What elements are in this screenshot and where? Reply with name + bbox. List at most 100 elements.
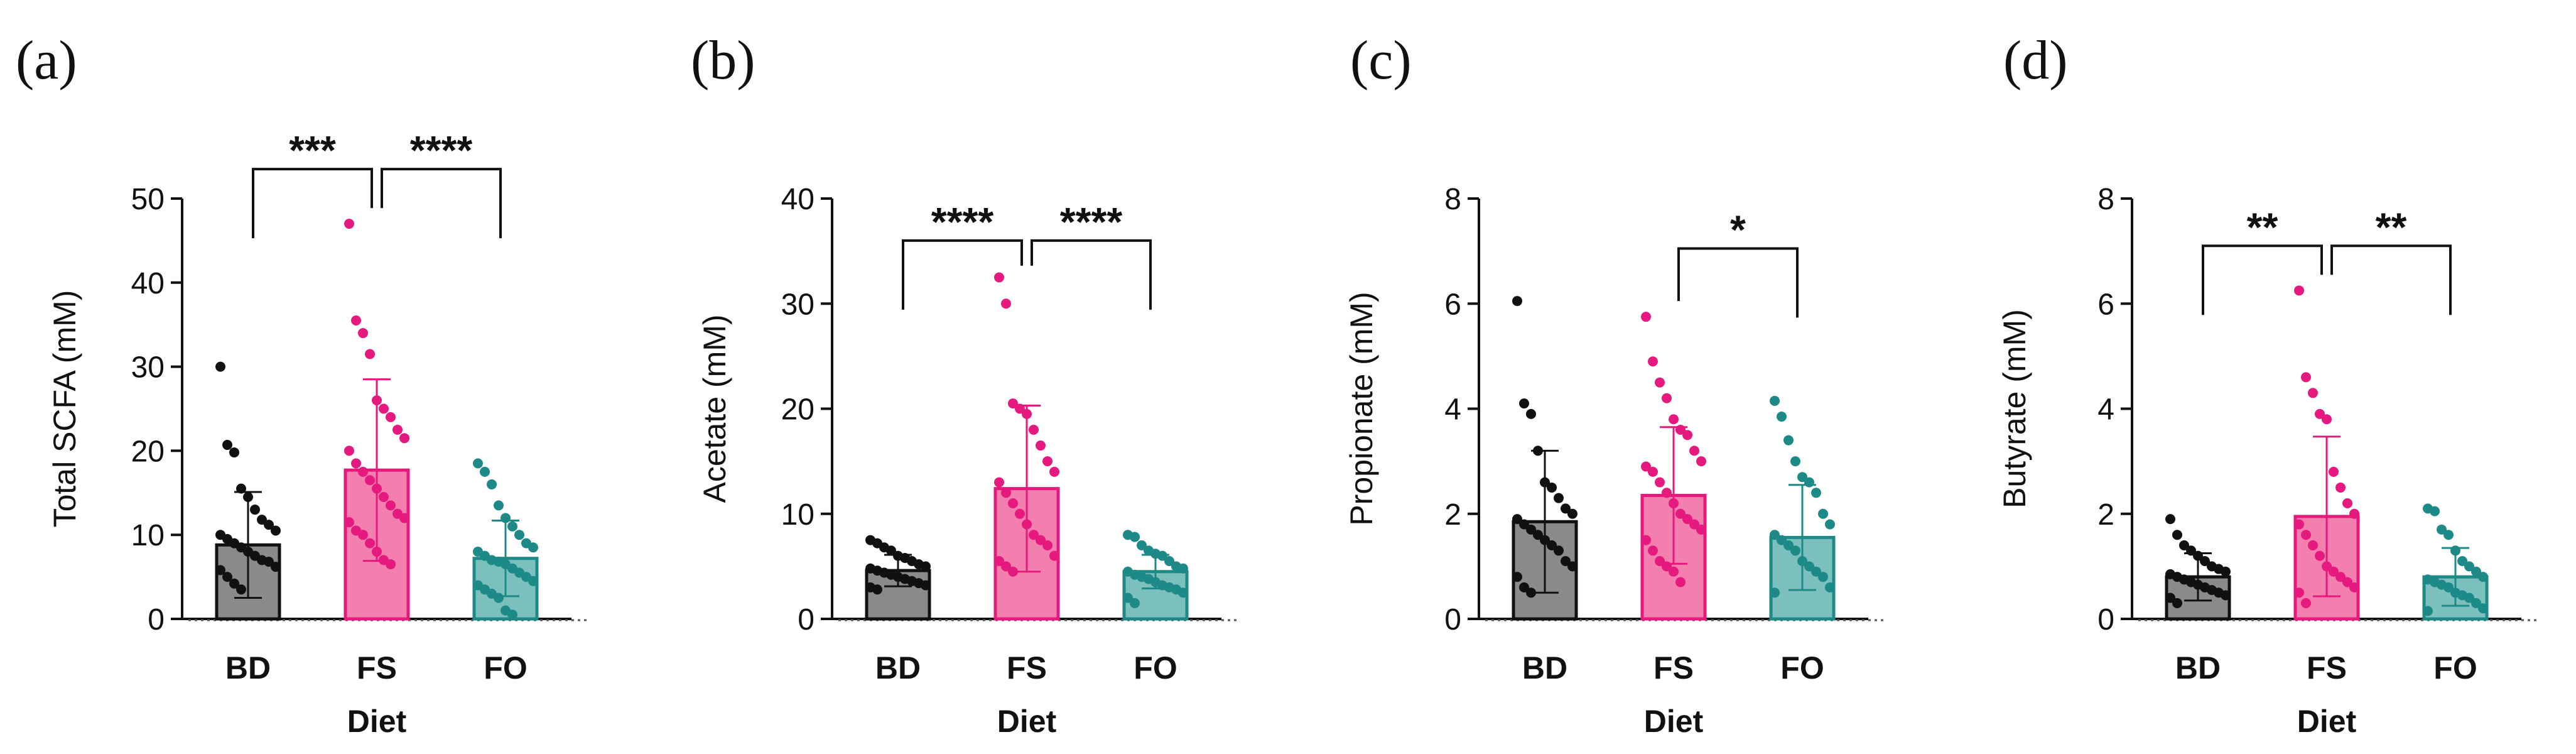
data-point-bd xyxy=(1561,503,1571,514)
x-tick-label: FS xyxy=(2307,650,2347,686)
data-point-fs xyxy=(2329,466,2339,477)
data-point-bd xyxy=(257,515,267,525)
data-point-fs xyxy=(2301,530,2311,540)
data-point-bd xyxy=(921,580,931,591)
x-tick-label: FS xyxy=(1653,650,1694,686)
data-point-fs xyxy=(2301,598,2311,608)
y-tick-label: 40 xyxy=(781,183,814,216)
data-point-fo xyxy=(1777,535,1787,545)
data-point-fs xyxy=(1029,530,1039,540)
data-point-fs xyxy=(372,546,382,557)
data-point-fs xyxy=(399,433,409,444)
data-point-bd xyxy=(1512,572,1522,582)
chart-panel-a: (a) 0 10 20 30 40 50 Total SCFA (mM) BD FS FO Diet *… xyxy=(16,30,587,739)
data-point-fo xyxy=(480,466,490,477)
data-point-bd xyxy=(1567,561,1578,572)
data-point-bd xyxy=(1519,582,1529,593)
data-point-fs xyxy=(1049,466,1059,477)
data-point-fs xyxy=(2329,566,2339,577)
data-point-bd xyxy=(1561,556,1571,567)
data-point-fs xyxy=(379,491,389,502)
x-axis-title: Diet xyxy=(997,704,1057,739)
data-point-fs xyxy=(2294,519,2304,530)
panel-label: (b) xyxy=(691,30,755,91)
data-point-fs xyxy=(344,445,354,456)
data-point-bd xyxy=(2221,566,2231,577)
data-point-fo xyxy=(1178,587,1188,598)
data-point-fs xyxy=(1042,456,1053,467)
data-point-fo xyxy=(514,530,524,540)
data-point-fo xyxy=(1825,582,1835,593)
y-tick-label: 20 xyxy=(131,435,165,468)
data-point-fs xyxy=(1689,519,1699,530)
data-point-fs xyxy=(1675,577,1686,587)
data-point-bd xyxy=(2172,598,2182,608)
data-point-bd xyxy=(264,520,274,530)
y-tick-label: 30 xyxy=(781,288,814,321)
data-point-fs xyxy=(1662,561,1672,572)
data-point-fs xyxy=(1015,403,1025,414)
data-point-fs xyxy=(365,349,375,359)
y-tick-label: 10 xyxy=(131,519,165,552)
data-point-fo xyxy=(1790,545,1800,556)
data-point-fs xyxy=(2308,540,2318,550)
data-point-fs xyxy=(1008,398,1018,409)
data-point-fs xyxy=(2335,572,2346,582)
data-point-fo xyxy=(1783,540,1794,550)
y-tick-label: 2 xyxy=(1444,498,1461,532)
data-point-fs xyxy=(1036,535,1046,545)
data-point-fs xyxy=(1042,540,1053,550)
data-point-bd xyxy=(921,561,931,572)
y-tick-label: 8 xyxy=(2097,183,2114,216)
y-tick-label: 6 xyxy=(2097,288,2114,321)
data-point-bd xyxy=(1526,587,1536,598)
significance-label: **** xyxy=(931,199,994,244)
significance-bracket xyxy=(252,168,373,239)
data-point-fo xyxy=(2478,572,2488,582)
panel-label: (c) xyxy=(1350,30,1412,91)
data-point-fo xyxy=(1804,561,1814,572)
data-point-bd xyxy=(886,545,896,556)
data-point-fs xyxy=(1675,508,1686,519)
y-axis-title: Total SCFA (mM) xyxy=(47,290,82,528)
data-point-bd xyxy=(264,557,274,567)
significance-label: **** xyxy=(1060,199,1123,244)
data-point-fs xyxy=(2308,388,2318,398)
data-point-fs xyxy=(2294,587,2304,598)
data-point-fs xyxy=(1669,498,1679,509)
data-point-fs xyxy=(1001,298,1011,309)
data-point-fo xyxy=(2443,582,2454,593)
data-point-fo xyxy=(1777,412,1787,422)
data-point-fo xyxy=(1818,572,1828,582)
data-point-fs xyxy=(1655,556,1665,567)
x-axis-title: Diet xyxy=(347,704,407,739)
data-point-fs xyxy=(1008,566,1018,577)
data-point-fo xyxy=(2457,556,2467,567)
data-point-fo xyxy=(1825,519,1835,530)
chart-panel-b: (b) 0 10 20 30 40 Acetate (mM) BD FS FO Diet **** **… xyxy=(691,30,1237,739)
data-point-fo xyxy=(1157,550,1167,561)
data-point-fo xyxy=(2437,524,2447,535)
x-tick-label: BD xyxy=(875,650,921,686)
significance-label: ** xyxy=(2376,204,2407,249)
x-tick-label: BD xyxy=(2175,650,2221,686)
data-point-fs xyxy=(358,328,368,339)
data-point-fs xyxy=(994,556,1004,567)
data-point-bd xyxy=(1540,477,1550,488)
data-point-fo xyxy=(528,576,538,586)
data-point-fo xyxy=(1818,508,1828,519)
data-point-bd xyxy=(2221,590,2231,601)
significance-bracket xyxy=(2202,244,2323,315)
data-point-fo xyxy=(2478,603,2488,614)
significance-bracket xyxy=(381,168,502,239)
data-point-fs xyxy=(1675,424,1686,435)
data-point-bd xyxy=(1554,545,1564,556)
data-point-fo xyxy=(494,593,504,603)
data-point-fo xyxy=(2471,598,2481,608)
data-point-fs xyxy=(1022,519,1032,530)
data-point-fo xyxy=(501,513,511,523)
data-point-fs xyxy=(1669,566,1679,577)
y-tick-label: 8 xyxy=(1444,183,1461,216)
data-point-fs xyxy=(1641,535,1651,545)
y-tick-label: 4 xyxy=(2097,393,2114,427)
